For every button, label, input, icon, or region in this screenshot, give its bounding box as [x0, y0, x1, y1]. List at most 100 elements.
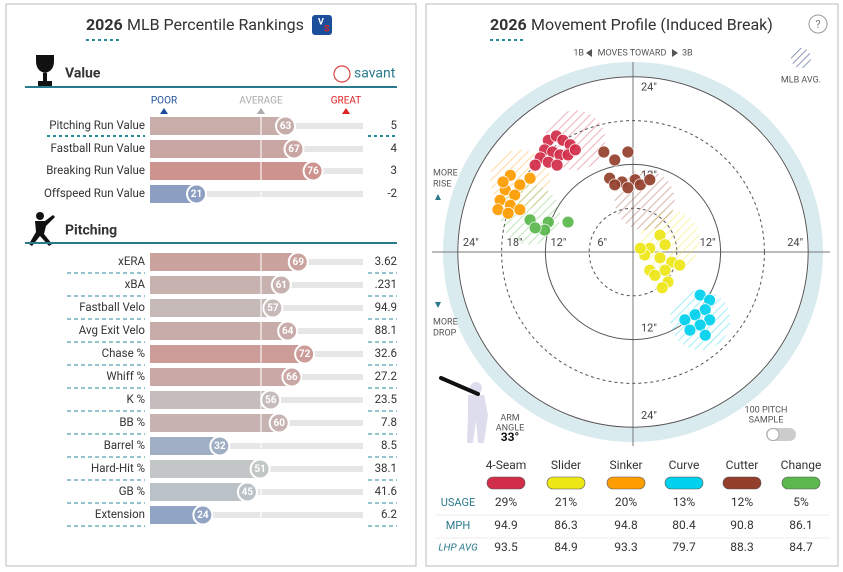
percentile-dot [192, 504, 214, 526]
percentile-bar [150, 414, 280, 432]
arm-angle: 33° [501, 430, 519, 444]
value-heading: Value [65, 66, 101, 82]
row-label: MPH [446, 519, 470, 532]
average-arrow [257, 108, 265, 114]
toggle-knob[interactable] [766, 428, 780, 441]
pitch-dot [528, 158, 542, 172]
usage: 21% [555, 495, 577, 509]
percentile-dot [287, 251, 309, 273]
pitch-name: Slider [551, 458, 581, 472]
percentile-dot [275, 115, 297, 137]
percentile-bar [150, 117, 286, 135]
percentile-label: 61 [276, 280, 287, 291]
y-tick-label: 24" [641, 409, 657, 422]
pitch-dot [561, 215, 575, 229]
pitch-dot [678, 313, 692, 327]
scale-poor: POOR [151, 96, 177, 107]
percentile-dot [236, 481, 258, 503]
percentile-bar [150, 345, 305, 363]
percentile-dot [209, 435, 231, 457]
track [291, 374, 363, 380]
brand: savant [354, 66, 396, 82]
row-label: Fastball Run Value [51, 141, 145, 155]
vs-logo: V S [312, 15, 332, 35]
more-drop: DROP [433, 328, 457, 338]
panel-title: MLB Percentile Rankings [127, 15, 304, 34]
stat-value: 4 [391, 141, 398, 155]
percentile-dot [260, 389, 282, 411]
usage: 13% [673, 495, 695, 509]
row-label: Fastball Velo [79, 300, 145, 314]
percentile-label: 60 [273, 418, 285, 429]
pitch-name: 4-Seam [486, 458, 527, 472]
pitch-dot [658, 238, 672, 252]
percentile-bar [150, 253, 299, 271]
row-label: Whiff % [106, 369, 145, 383]
track [279, 420, 363, 426]
track [260, 466, 363, 472]
percentile-bar [150, 368, 292, 386]
lhp-avg: 84.9 [554, 540, 577, 554]
mph: 80.4 [672, 518, 696, 532]
usage: 5% [793, 495, 809, 509]
track [281, 282, 363, 288]
percentile-bar [150, 322, 288, 340]
pitch-dot [608, 153, 622, 167]
track [196, 191, 363, 197]
stat-value: 94.9 [375, 300, 397, 314]
pitch-swatch [781, 476, 821, 490]
row-label: BB % [119, 415, 145, 429]
ring [501, 120, 765, 384]
percentile-bar [150, 140, 295, 158]
stat-value: 7.8 [381, 415, 397, 429]
poor-arrow [160, 108, 168, 114]
mlb-avg-label: MLB AVG. [781, 75, 821, 85]
percentile-label: 24 [197, 510, 209, 521]
row-label: xERA [118, 254, 145, 268]
stat-value: 8.5 [381, 438, 397, 452]
lhp-avg: 79.7 [672, 540, 696, 554]
lhp-avg: 93.5 [494, 540, 518, 554]
trophy-icon [36, 55, 54, 87]
scale-great: GREAT [331, 96, 362, 107]
percentile-label: 72 [299, 349, 311, 360]
left-arrow [586, 49, 592, 57]
percentile-label: 45 [242, 487, 254, 498]
track [304, 351, 363, 357]
y-tick-label: 12" [641, 322, 657, 335]
percentile-bar [150, 185, 197, 203]
percentile-bar [150, 276, 282, 294]
lhp-avg: 84.7 [789, 540, 813, 554]
usage: 29% [495, 495, 517, 509]
stat-value: .231 [375, 277, 397, 291]
mph: 86.1 [789, 518, 812, 532]
help-icon[interactable]: ? [815, 18, 820, 31]
lhp-avg: 88.3 [730, 540, 753, 554]
percentile-dot [268, 412, 290, 434]
percentile-dot [281, 366, 303, 388]
percentile-dot [186, 183, 208, 205]
help-button[interactable] [808, 14, 828, 34]
lhp-avg: 93.3 [614, 540, 637, 554]
usage: 20% [615, 495, 637, 509]
stat-value: 32.6 [375, 346, 397, 360]
pitch-dot [523, 171, 537, 185]
pitch-name: Sinker [609, 458, 642, 472]
percentile-bar [150, 437, 220, 455]
row-label: Chase % [102, 346, 145, 360]
percentile-bar [150, 506, 203, 524]
pitch-dot [550, 158, 564, 172]
pitch-dot [698, 328, 712, 342]
pitch-dot [621, 145, 635, 159]
pitch-swatch [606, 476, 646, 490]
pitch-dot [621, 181, 635, 195]
sample-label: 100 PITCH [745, 405, 788, 415]
pitch-dot [648, 268, 662, 282]
pitch-name: Change [781, 458, 822, 472]
direction-left: 1B [573, 48, 584, 58]
percentile-bar [150, 391, 271, 409]
percentile-dot [294, 343, 316, 365]
track [298, 259, 363, 265]
pitch-dot [496, 175, 510, 189]
